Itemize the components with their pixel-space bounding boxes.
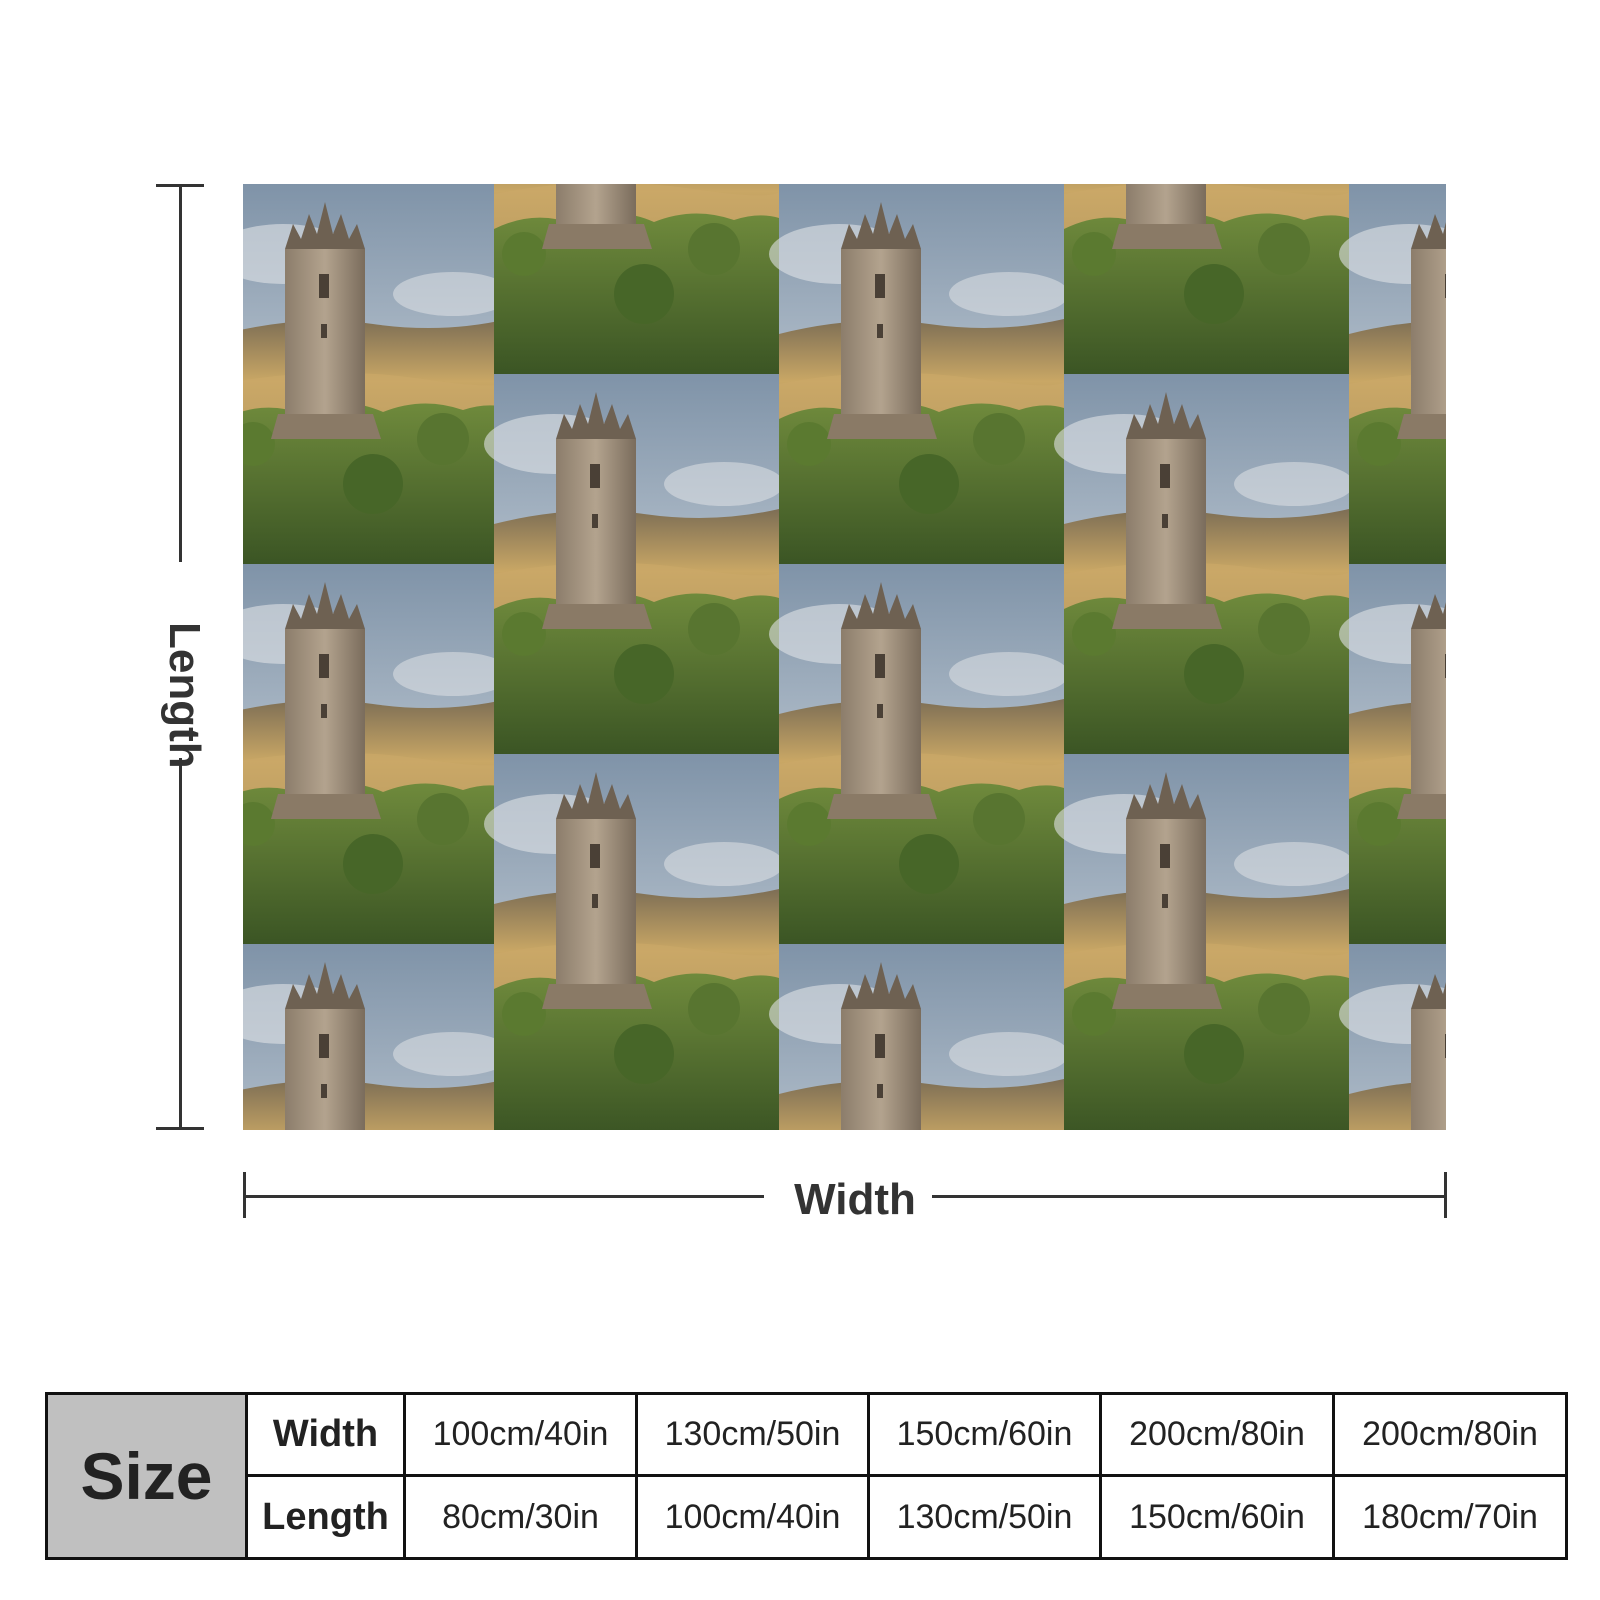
length-line-upper bbox=[179, 184, 182, 562]
width-header-cell: Width bbox=[245, 1392, 406, 1477]
length-bottom-cap bbox=[156, 1127, 204, 1130]
length-label: Length bbox=[160, 622, 209, 769]
width-line-left bbox=[243, 1195, 764, 1198]
length-line-lower bbox=[179, 758, 182, 1130]
blanket-print-image bbox=[243, 184, 1446, 1130]
length-value-cell: 180cm/70in bbox=[1332, 1474, 1568, 1560]
size-table-row-width: Size Width 100cm/40in 130cm/50in 150cm/6… bbox=[45, 1392, 1568, 1560]
length-value-cell: 100cm/40in bbox=[635, 1474, 870, 1560]
length-header-cell: Length bbox=[245, 1474, 406, 1560]
length-value-cell: 80cm/30in bbox=[403, 1474, 638, 1560]
width-label: Width bbox=[794, 1175, 916, 1224]
width-value-cell: 150cm/60in bbox=[867, 1392, 1102, 1477]
width-right-cap bbox=[1444, 1172, 1447, 1218]
width-value-cell: 200cm/80in bbox=[1332, 1392, 1568, 1477]
width-value-cell: 100cm/40in bbox=[403, 1392, 638, 1477]
size-table-row-length: Length 80cm/30in 100cm/40in 130cm/50in 1… bbox=[47, 1474, 1568, 1560]
size-table: Size Width 100cm/40in 130cm/50in 150cm/6… bbox=[45, 1392, 1568, 1560]
width-value-cell: 130cm/50in bbox=[635, 1392, 870, 1477]
width-value-cell: 200cm/80in bbox=[1099, 1392, 1335, 1477]
size-header-cell: Size bbox=[45, 1392, 248, 1560]
length-value-cell: 150cm/60in bbox=[1099, 1474, 1335, 1560]
length-value-cell: 130cm/50in bbox=[867, 1474, 1102, 1560]
width-line-right bbox=[932, 1195, 1446, 1198]
